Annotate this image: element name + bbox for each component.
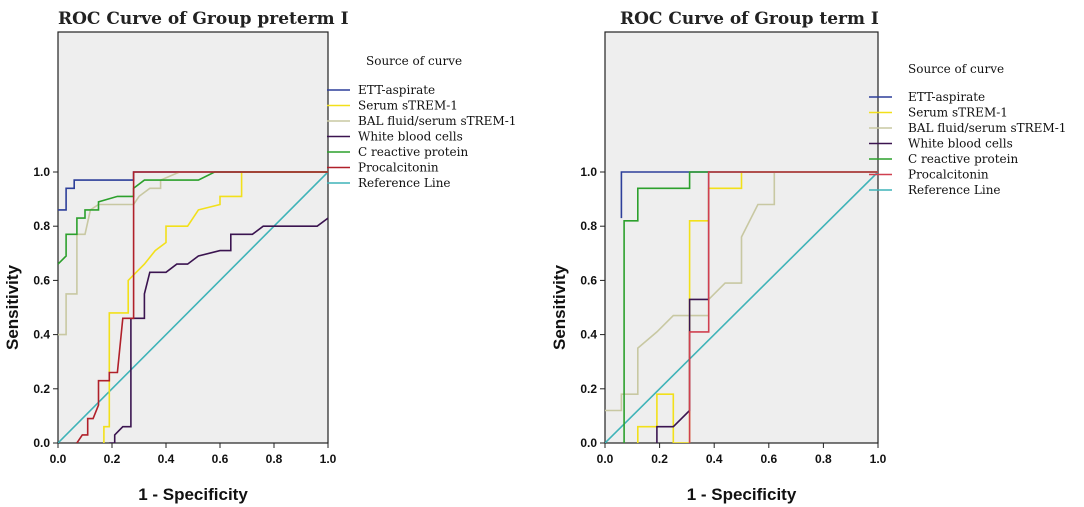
x-tick-label: 0.6 <box>760 452 777 466</box>
y-tick-label: 1.0 <box>580 165 597 179</box>
legend-label-c-reactive-protein: C reactive protein <box>358 145 468 159</box>
legend-title: Source of curve <box>366 54 462 68</box>
legend-label-c-reactive-protein: C reactive protein <box>908 152 1018 166</box>
legend-label-procalcitonin: Procalcitonin <box>908 168 989 182</box>
x-tick-label: 0.8 <box>266 452 283 466</box>
legend-label-white-blood-cells: White blood cells <box>908 137 1013 151</box>
legend-label-bal-fluid-serum-strem-1: BAL fluid/serum sTREM-1 <box>358 114 516 128</box>
x-tick-label: 0.2 <box>651 452 668 466</box>
x-tick-label: 0.2 <box>104 452 121 466</box>
x-tick-label: 0.4 <box>158 452 175 466</box>
legend-label-white-blood-cells: White blood cells <box>358 130 463 144</box>
legend-title: Source of curve <box>908 62 1004 76</box>
series-line-procalcitonin <box>688 171 878 443</box>
legend-label-ett-aspirate: ETT-aspirate <box>908 90 985 104</box>
roc-chart-preterm: ROC Curve of Group preterm I 0.0 0.2 0.4 0.6… <box>3 9 516 504</box>
y-tick-label: 0.0 <box>580 436 597 450</box>
plot-area <box>57 31 329 444</box>
y-tick-label: 0.2 <box>33 382 50 396</box>
series-line-c-reactive-protein <box>58 171 328 265</box>
y-tick-label: 0.0 <box>33 436 50 450</box>
series-line-reference-line <box>605 171 878 443</box>
legend-label-reference-line: Reference Line <box>358 176 451 190</box>
y-tick-label: 0.6 <box>33 273 50 287</box>
y-tick-label: 0.8 <box>33 219 50 233</box>
series-line-white-blood-cells <box>109 217 328 443</box>
x-tick-label: 1.0 <box>870 452 887 466</box>
series-line-procalcitonin <box>76 171 328 443</box>
x-tick-label: 0.8 <box>815 452 832 466</box>
series-line-serum-strem-1 <box>103 171 328 443</box>
series-line-c-reactive-protein <box>623 171 878 443</box>
roc-chart-term: ROC Curve of Group term I 0.0 0.2 0.4 0.6 0.8… <box>550 9 1066 504</box>
x-axis-title: 1 - Specificity <box>687 485 797 504</box>
x-tick-label: 0.6 <box>212 452 229 466</box>
x-axis-title: 1 - Specificity <box>138 485 248 504</box>
x-tick-label: 0.0 <box>597 452 614 466</box>
y-tick-label: 1.0 <box>33 165 50 179</box>
y-tick-label: 0.6 <box>580 273 597 287</box>
x-tick-label: 0.4 <box>706 452 723 466</box>
legend-label-reference-line: Reference Line <box>908 183 1001 197</box>
y-axis-title: Sensitivity <box>550 264 569 350</box>
legend-label-procalcitonin: Procalcitonin <box>358 161 439 175</box>
chart-title: ROC Curve of Group preterm I <box>58 9 349 29</box>
x-tick-label: 0.0 <box>50 452 67 466</box>
y-tick-label: 0.2 <box>580 382 597 396</box>
chart-title: ROC Curve of Group term I <box>620 9 879 29</box>
series-line-reference-line <box>58 171 328 443</box>
legend-label-ett-aspirate: ETT-aspirate <box>358 83 435 97</box>
y-tick-label: 0.4 <box>580 328 597 342</box>
y-axis-title: Sensitivity <box>3 264 22 350</box>
y-tick-label: 0.8 <box>580 219 597 233</box>
legend-label-bal-fluid-serum-strem-1: BAL fluid/serum sTREM-1 <box>908 121 1066 135</box>
y-tick-label: 0.4 <box>33 328 50 342</box>
legend-label-serum-strem-1: Serum sTREM-1 <box>358 99 458 113</box>
x-tick-label: 1.0 <box>320 452 337 466</box>
legend-label-serum-strem-1: Serum sTREM-1 <box>908 106 1008 120</box>
